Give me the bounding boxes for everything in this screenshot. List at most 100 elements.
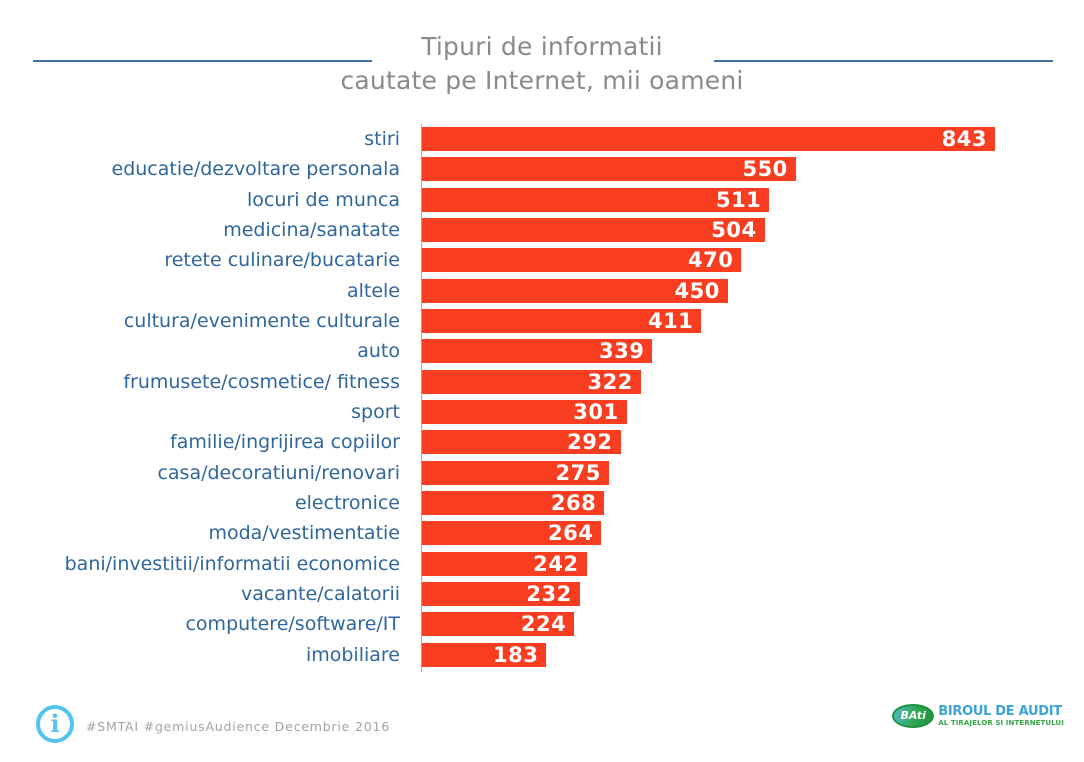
bati-logo-line2: AL TIRAJELOR SI INTERNETULUI [938, 718, 1064, 727]
chart-row: electronice 268 [0, 488, 1084, 518]
chart-row: educatie/dezvoltare personala 550 [0, 154, 1084, 184]
bar-value-label: 322 [587, 369, 633, 394]
category-label: retete culinare/bucatarie [164, 249, 400, 272]
category-label: bani/investitii/informatii economice [64, 552, 400, 575]
chart-row: stiri 843 [0, 124, 1084, 154]
category-label: vacante/calatorii [240, 583, 400, 606]
bar-track: 511 [422, 187, 1084, 212]
chart-row: familie/ingrijirea copiilor 292 [0, 427, 1084, 457]
bar-value-label: 301 [573, 400, 619, 425]
bar: 242 [422, 551, 587, 576]
chart-row: altele 450 [0, 276, 1084, 306]
bar-track: 504 [422, 218, 1084, 243]
bar: 301 [422, 400, 627, 425]
bar-value-label: 339 [599, 339, 645, 364]
bar-value-label: 470 [688, 248, 734, 273]
title-rule-right [714, 60, 1053, 62]
chart-row: auto 339 [0, 336, 1084, 366]
bar-track: 292 [422, 430, 1084, 455]
bar-track: 183 [422, 642, 1084, 667]
bar: 275 [422, 460, 609, 485]
category-label: medicina/sanatate [223, 219, 400, 242]
bar-value-label: 450 [674, 278, 720, 303]
category-label: altele [346, 279, 400, 302]
bar: 224 [422, 612, 575, 637]
chart-row: retete culinare/bucatarie 470 [0, 245, 1084, 275]
chart-row: moda/vestimentatie 264 [0, 518, 1084, 548]
bar: 322 [422, 369, 641, 394]
bar: 411 [422, 309, 702, 334]
chart-row: casa/decoratiuni/renovari 275 [0, 458, 1084, 488]
bar-value-label: 183 [493, 642, 539, 667]
category-label: electronice [294, 492, 400, 515]
bar: 843 [422, 127, 995, 152]
chart-row: medicina/sanatate 504 [0, 215, 1084, 245]
bar-value-label: 550 [742, 157, 788, 182]
bar-track: 450 [422, 278, 1084, 303]
bar-value-label: 411 [647, 309, 694, 334]
y-axis-line [421, 124, 422, 672]
chart-title-line2: cautate pe Internet, mii oameni [340, 65, 744, 95]
bar-value-label: 275 [555, 460, 601, 485]
bar-track: 301 [422, 400, 1084, 425]
bar-value-label: 504 [711, 218, 757, 243]
category-label: sport [351, 401, 400, 424]
bati-logo-text: BIROUL DE AUDIT AL TIRAJELOR SI INTERNET… [938, 703, 1064, 728]
bar-value-label: 224 [520, 612, 567, 637]
category-label: educatie/dezvoltare personala [111, 158, 400, 181]
bar-track: 264 [422, 521, 1084, 546]
bar: 292 [422, 430, 621, 455]
bar-value-label: 232 [526, 582, 572, 607]
category-label: familie/ingrijirea copiilor [170, 431, 400, 454]
bar-track: 339 [422, 339, 1084, 364]
chart-title-line1: Tipuri de informatii [421, 32, 663, 61]
bar-value-label: 511 [715, 187, 762, 212]
chart-row: sport 301 [0, 397, 1084, 427]
bar-value-label: 242 [533, 551, 579, 576]
category-label: frumusete/cosmetice/ fitness [123, 370, 400, 393]
chart-title: Tipuri de informatii cautate pe Internet… [0, 30, 1084, 98]
bar-chart-rows: stiri 843 educatie/dezvoltare personala 550… [0, 124, 1084, 670]
bar-value-label: 843 [941, 127, 987, 152]
title-rule-left [33, 60, 372, 62]
bar: 504 [422, 218, 765, 243]
bar-track: 242 [422, 551, 1084, 576]
bar: 268 [422, 491, 605, 516]
bar-value-label: 264 [548, 521, 594, 546]
footer-hashtags: #SMTAI #gemiusAudience Decembrie 2016 [86, 719, 390, 734]
category-label: moda/vestimentatie [208, 522, 400, 545]
bar-value-label: 292 [567, 430, 613, 455]
bar: 232 [422, 582, 580, 607]
category-label: locuri de munca [247, 188, 400, 211]
bar-track: 550 [422, 157, 1084, 182]
chart-row: locuri de munca 511 [0, 185, 1084, 215]
category-label: stiri [364, 128, 400, 151]
category-label: computere/software/IT [185, 613, 400, 636]
chart-row: vacante/calatorii 232 [0, 579, 1084, 609]
chart-row: imobiliare 183 [0, 640, 1084, 670]
bati-logo: BAti BIROUL DE AUDIT AL TIRAJELOR SI INT… [892, 704, 1064, 728]
chart-row: cultura/evenimente culturale 411 [0, 306, 1084, 336]
bar-track: 843 [422, 127, 1084, 152]
category-label: imobiliare [305, 643, 400, 666]
bar-track: 232 [422, 582, 1084, 607]
chart-row: bani/investitii/informatii economice 242 [0, 549, 1084, 579]
bar: 339 [422, 339, 653, 364]
info-icon: i [36, 705, 74, 743]
category-label: auto [357, 340, 400, 363]
bar: 264 [422, 521, 602, 546]
bar-track: 275 [422, 460, 1084, 485]
bati-logo-line1: BIROUL DE AUDIT [938, 703, 1062, 719]
bar: 550 [422, 157, 796, 182]
bar-track: 268 [422, 491, 1084, 516]
bar: 183 [422, 642, 547, 667]
category-label: casa/decoratiuni/renovari [157, 461, 400, 484]
bar: 450 [422, 278, 728, 303]
bati-logo-badge-icon: BAti [892, 704, 935, 728]
chart-row: frumusete/cosmetice/ fitness 322 [0, 367, 1084, 397]
bar-track: 470 [422, 248, 1084, 273]
bar: 511 [422, 187, 770, 212]
chart-row: computere/software/IT 224 [0, 609, 1084, 639]
category-label: cultura/evenimente culturale [123, 310, 400, 333]
